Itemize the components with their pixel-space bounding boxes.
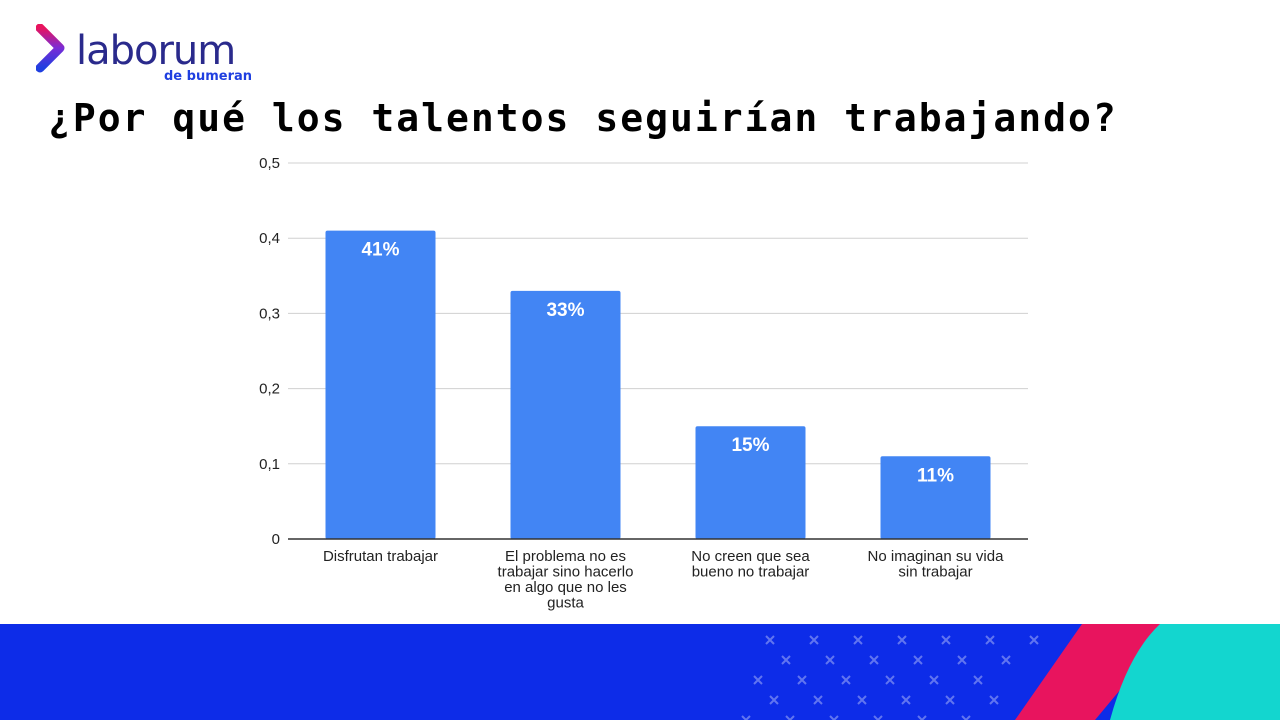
y-tick-label: 0,4 — [259, 230, 280, 247]
bar — [880, 456, 991, 539]
x-tick-label: sin trabajar — [898, 564, 972, 581]
bar — [325, 230, 436, 539]
bar — [510, 290, 621, 539]
x-tick-label: bueno no trabajar — [692, 564, 810, 581]
data-label: 11% — [917, 465, 954, 486]
data-label: 33% — [546, 300, 584, 321]
cross-icon — [917, 715, 927, 720]
cross-icon — [785, 715, 795, 720]
cross-icon — [1001, 655, 1011, 665]
x-tick-label: No imaginan su vida — [868, 548, 1005, 565]
x-tick-label: El problema no es — [505, 548, 626, 565]
cross-icon — [741, 715, 751, 720]
cross-icon — [1029, 635, 1039, 645]
y-tick-label: 0 — [272, 531, 280, 548]
cross-icon — [973, 675, 983, 685]
chart-data-labels: 41% 33% 15% 11% — [361, 240, 954, 487]
y-tick-label: 0,5 — [259, 155, 280, 172]
cross-icon — [913, 655, 923, 665]
cross-icon — [809, 635, 819, 645]
cross-icon — [753, 675, 763, 685]
x-tick-label: trabajar sino hacerlo — [498, 564, 634, 581]
x-tick-label: en algo que no les — [504, 579, 627, 596]
y-tick-label: 0,3 — [259, 305, 280, 322]
logo-subtext: de bumeran — [164, 69, 253, 84]
cross-icon — [873, 715, 883, 720]
footer-pink-stripe — [1015, 624, 1175, 720]
cross-icon — [781, 655, 791, 665]
brand-logo: laborum de bumeran — [35, 23, 276, 86]
cross-icon — [961, 715, 971, 720]
cross-icon — [829, 715, 839, 720]
cross-icon — [957, 655, 967, 665]
cross-icon — [897, 635, 907, 645]
x-tick-label: Disfrutan trabajar — [323, 548, 438, 565]
cross-pattern-icons — [741, 635, 1039, 720]
x-tick-label: No creen que sea — [691, 548, 810, 565]
cross-icon — [941, 635, 951, 645]
bar — [695, 426, 806, 539]
footer-teal-shape — [1110, 624, 1280, 720]
chevron-logo-icon — [35, 23, 65, 73]
data-label: 41% — [361, 240, 399, 261]
cross-icon — [989, 695, 999, 705]
bar-chart: 0 0,1 0,2 0,3 0,4 0,5 41% 33% 15% 11% Disfrutan … — [259, 155, 1028, 612]
x-tick-label: gusta — [547, 595, 584, 612]
footer-graphic — [0, 624, 1280, 720]
cross-icon — [869, 655, 879, 665]
cross-icon — [857, 695, 867, 705]
cross-icon — [885, 675, 895, 685]
chart-bars — [325, 230, 991, 539]
cross-icon — [841, 675, 851, 685]
cross-icon — [985, 635, 995, 645]
chart-x-axis: Disfrutan trabajar El problema no estraba… — [288, 538, 1028, 612]
y-tick-label: 0,2 — [259, 381, 280, 398]
footer-band — [0, 624, 1280, 720]
cross-icon — [853, 635, 863, 645]
cross-icon — [765, 635, 775, 645]
cross-icon — [929, 675, 939, 685]
cross-icon — [945, 695, 955, 705]
data-label: 15% — [731, 435, 769, 456]
cross-icon — [813, 695, 823, 705]
page-title: ¿Por qué los talentos seguirían trabajan… — [48, 96, 1118, 140]
logo-wordmark: laborum — [76, 28, 236, 74]
cross-icon — [825, 655, 835, 665]
cross-icon — [797, 675, 807, 685]
y-tick-label: 0,1 — [259, 456, 280, 473]
cross-icon — [769, 695, 779, 705]
cross-icon — [901, 695, 911, 705]
